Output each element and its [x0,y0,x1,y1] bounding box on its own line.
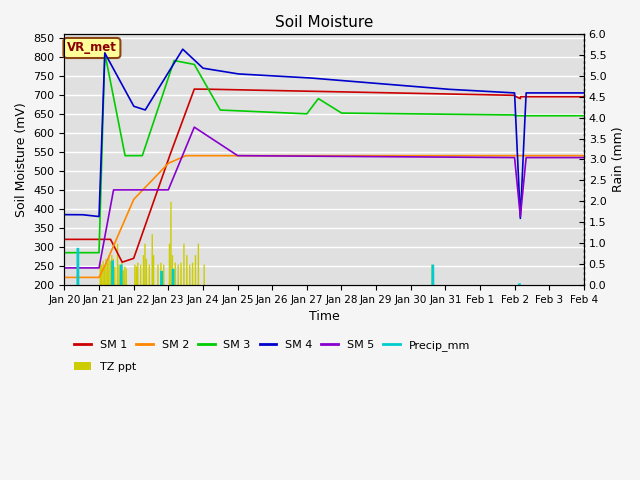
SM 4 [179,46,187,52]
SM 2 [488,153,495,158]
SM 1 [259,87,267,93]
SM 2 [448,153,456,158]
Y-axis label: Rain (mm): Rain (mm) [612,127,625,192]
SM 2 [399,153,406,158]
SM 5 [448,154,456,160]
Line: SM 2: SM 2 [65,156,584,277]
SM 1 [488,92,495,98]
SM 1 [191,86,198,92]
SM 3 [580,113,588,119]
SM 5 [372,154,380,159]
SM 3 [372,110,380,116]
Text: VR_met: VR_met [67,41,117,54]
SM 4 [448,86,456,92]
SM 1 [61,237,68,242]
SM 1 [118,259,126,265]
SM 2 [580,153,588,158]
SM 5 [259,153,267,159]
SM 3 [488,112,495,118]
Y-axis label: Soil Moisture (mV): Soil Moisture (mV) [15,102,28,217]
SM 1 [155,183,163,189]
SM 5 [488,155,495,160]
Line: SM 4: SM 4 [65,49,584,218]
SM 5 [399,154,406,160]
SM 4 [259,72,267,78]
SM 2 [259,153,267,158]
SM 2 [155,170,163,176]
SM 3 [155,103,163,109]
Line: SM 5: SM 5 [65,127,584,268]
SM 2 [61,275,68,280]
SM 4 [580,90,588,96]
SM 2 [372,153,380,158]
SM 2 [182,153,189,158]
SM 4 [516,216,524,221]
Legend: TZ ppt: TZ ppt [70,357,141,376]
SM 4 [61,212,68,217]
Line: SM 3: SM 3 [65,53,584,252]
SM 3 [448,111,456,117]
SM 5 [191,124,198,130]
SM 3 [101,50,109,56]
SM 5 [580,155,588,160]
SM 3 [399,111,406,117]
X-axis label: Time: Time [308,310,339,324]
SM 4 [488,89,495,95]
Title: Soil Moisture: Soil Moisture [275,15,373,30]
SM 3 [61,250,68,255]
SM 1 [399,90,406,96]
SM 5 [61,265,68,271]
SM 1 [372,90,380,96]
SM 5 [155,187,163,193]
SM 4 [155,85,163,91]
SM 3 [259,109,267,115]
SM 1 [449,91,456,97]
Line: SM 1: SM 1 [65,89,584,262]
SM 1 [580,94,588,99]
SM 4 [372,81,380,86]
SM 4 [399,83,406,88]
